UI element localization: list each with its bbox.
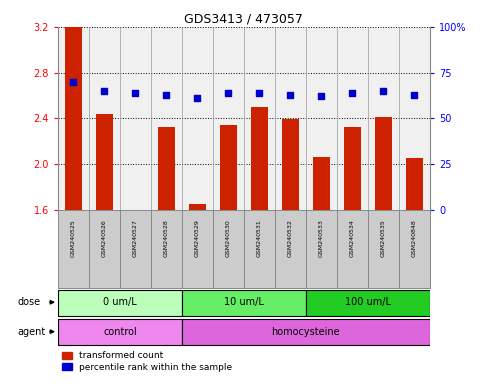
Bar — [213, 27, 244, 210]
Bar — [89, 27, 120, 210]
Bar — [399, 210, 430, 288]
Bar — [337, 210, 368, 288]
Bar — [151, 210, 182, 288]
Point — [286, 91, 294, 98]
Text: dose: dose — [18, 297, 41, 307]
Text: 10 um/L: 10 um/L — [224, 297, 264, 307]
Bar — [337, 27, 368, 210]
Point — [194, 95, 201, 101]
Title: GDS3413 / 473057: GDS3413 / 473057 — [185, 13, 303, 26]
Bar — [282, 119, 299, 210]
Bar — [275, 27, 306, 210]
Bar — [220, 125, 237, 210]
Text: GSM240530: GSM240530 — [226, 219, 231, 257]
Bar — [96, 114, 113, 210]
Text: GSM240848: GSM240848 — [412, 219, 417, 257]
Bar — [375, 117, 392, 210]
Text: GSM240526: GSM240526 — [102, 219, 107, 257]
Text: GSM240533: GSM240533 — [319, 219, 324, 257]
Bar — [120, 27, 151, 210]
Point — [100, 88, 108, 94]
Legend: transformed count, percentile rank within the sample: transformed count, percentile rank withi… — [62, 351, 232, 372]
Bar — [306, 27, 337, 210]
Bar — [251, 107, 268, 210]
Text: control: control — [103, 327, 137, 337]
Text: agent: agent — [18, 327, 46, 337]
Bar — [244, 27, 275, 210]
Text: homocysteine: homocysteine — [271, 327, 340, 337]
Text: GSM240535: GSM240535 — [381, 219, 386, 257]
Bar — [58, 210, 89, 288]
Bar — [406, 158, 423, 210]
Text: GSM240528: GSM240528 — [164, 219, 169, 257]
Point — [317, 93, 325, 99]
Point — [349, 89, 356, 96]
Text: GSM240534: GSM240534 — [350, 219, 355, 257]
Bar — [65, 26, 82, 210]
Bar — [275, 210, 306, 288]
Point — [256, 89, 263, 96]
Text: GSM240527: GSM240527 — [133, 219, 138, 257]
Bar — [182, 319, 430, 346]
Point — [131, 89, 139, 96]
Point — [163, 91, 170, 98]
Text: GSM240532: GSM240532 — [288, 219, 293, 257]
Bar — [399, 27, 430, 210]
Text: GSM240529: GSM240529 — [195, 219, 200, 257]
Point — [225, 89, 232, 96]
Bar — [368, 210, 399, 288]
Bar — [306, 290, 430, 316]
Bar — [244, 210, 275, 288]
Bar — [189, 204, 206, 210]
Bar — [58, 27, 89, 210]
Bar — [306, 210, 337, 288]
Point — [380, 88, 387, 94]
Bar — [151, 27, 182, 210]
Bar — [344, 127, 361, 210]
Bar — [182, 210, 213, 288]
Bar — [182, 27, 213, 210]
Bar — [58, 319, 182, 346]
Bar — [158, 127, 175, 210]
Bar — [213, 210, 244, 288]
Text: 0 um/L: 0 um/L — [103, 297, 137, 307]
Bar — [368, 27, 399, 210]
Bar — [313, 157, 330, 210]
Point — [70, 79, 77, 85]
Bar — [89, 210, 120, 288]
Bar — [120, 210, 151, 288]
Text: GSM240525: GSM240525 — [71, 219, 76, 257]
Text: 100 um/L: 100 um/L — [345, 297, 391, 307]
Bar — [58, 290, 182, 316]
Text: GSM240531: GSM240531 — [257, 219, 262, 257]
Bar — [182, 290, 306, 316]
Point — [411, 91, 418, 98]
